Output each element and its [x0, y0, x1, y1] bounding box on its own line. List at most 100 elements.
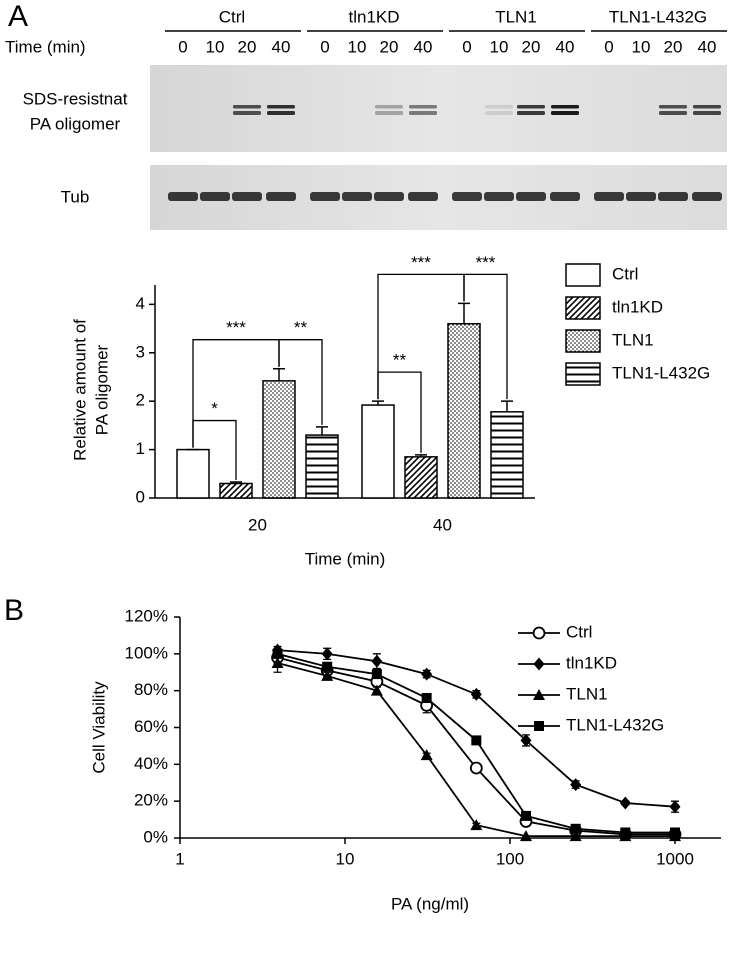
band-lower [343, 111, 371, 115]
error-bar [458, 302, 470, 324]
oligomer-band [693, 105, 721, 115]
tub-band [626, 192, 656, 201]
legend-marker [533, 657, 545, 671]
point [321, 647, 333, 661]
legend-swatch [565, 362, 601, 386]
point [520, 810, 531, 821]
legend-label: TLN1-L432G [612, 363, 710, 382]
point [570, 778, 582, 792]
x-tick-label: 1000 [656, 849, 694, 868]
band-lower [627, 111, 655, 115]
y-axis-label: Cell Viability [89, 681, 108, 774]
band-lower [517, 111, 545, 115]
significance-label: *** [476, 253, 496, 272]
y-tick-label: 60% [134, 717, 168, 736]
time-tick: 10 [206, 37, 225, 56]
panel-label: B [4, 594, 24, 627]
time-tick: 10 [632, 37, 651, 56]
y-tick-label: 1 [136, 439, 145, 458]
band-upper [343, 105, 371, 109]
band-upper [267, 105, 295, 109]
legend-marker [532, 626, 546, 640]
error-bar [372, 400, 384, 406]
band-lower [595, 111, 623, 115]
tub-band [550, 192, 580, 201]
band-upper [409, 105, 437, 109]
point [421, 667, 433, 681]
significance-label: *** [411, 253, 431, 272]
series-line [277, 656, 676, 836]
bar [490, 411, 524, 499]
tub-band [266, 192, 296, 201]
x-tick-label: 1 [175, 849, 184, 868]
legend-label: TLN1 [612, 330, 654, 349]
legend-label: Ctrl [566, 622, 592, 641]
tub-band [484, 192, 514, 201]
y-tick-label: 0 [136, 487, 145, 506]
time-tick: 0 [320, 37, 329, 56]
x-axis-label: Time (min) [305, 549, 386, 568]
y-tick-label: 100% [125, 643, 168, 662]
legend-swatch [565, 263, 601, 287]
band-lower [375, 111, 403, 115]
time-tick: 20 [238, 37, 257, 56]
point [371, 669, 382, 680]
tub-band [200, 192, 230, 201]
y-tick-label: 20% [134, 791, 168, 810]
point [620, 827, 631, 838]
oligomer-band [233, 105, 261, 115]
error-bar [501, 400, 513, 412]
panel-label: A [8, 0, 28, 33]
bar [404, 456, 438, 499]
band-lower [693, 111, 721, 115]
y-tick-label: 4 [136, 294, 145, 313]
band-upper [201, 105, 229, 109]
point [569, 830, 582, 842]
point [370, 684, 383, 696]
band-upper [233, 105, 261, 109]
bar [361, 404, 395, 499]
oligomer-band [485, 105, 513, 115]
error-bar [230, 481, 242, 484]
y-tick-label: 3 [136, 342, 145, 361]
band-lower [311, 111, 339, 115]
bar [262, 380, 296, 499]
point [322, 661, 333, 672]
point [519, 830, 532, 842]
row-label: PA oligomer [30, 114, 121, 133]
time-tick: 40 [272, 37, 291, 56]
band-lower [169, 111, 197, 115]
x-tick-label: 10 [336, 849, 355, 868]
tub-band [692, 192, 722, 201]
point [520, 733, 532, 747]
oligomer-band [409, 105, 437, 115]
band-upper [595, 105, 623, 109]
error-bar [273, 367, 285, 381]
band-lower [659, 111, 687, 115]
band-upper [311, 105, 339, 109]
point [421, 693, 432, 704]
y-tick-label: 0% [143, 827, 168, 846]
band-lower [453, 111, 481, 115]
y-tick-label: 2 [136, 391, 145, 410]
band-upper [517, 105, 545, 109]
legend-label: tln1KD [566, 653, 617, 672]
bar [305, 434, 339, 499]
time-tick: 0 [462, 37, 471, 56]
band-lower [485, 111, 513, 115]
tub-band [374, 192, 404, 201]
band-upper [627, 105, 655, 109]
tub-band [594, 192, 624, 201]
band-lower [409, 111, 437, 115]
y-tick-label: 120% [125, 606, 168, 625]
time-label: Time (min) [5, 37, 86, 56]
tub-band [516, 192, 546, 201]
time-tick: 20 [522, 37, 541, 56]
legend-marker [534, 721, 544, 731]
point [670, 827, 681, 838]
tub-band [310, 192, 340, 201]
tub-band [658, 192, 688, 201]
band-upper [693, 105, 721, 109]
band-lower [551, 111, 579, 115]
